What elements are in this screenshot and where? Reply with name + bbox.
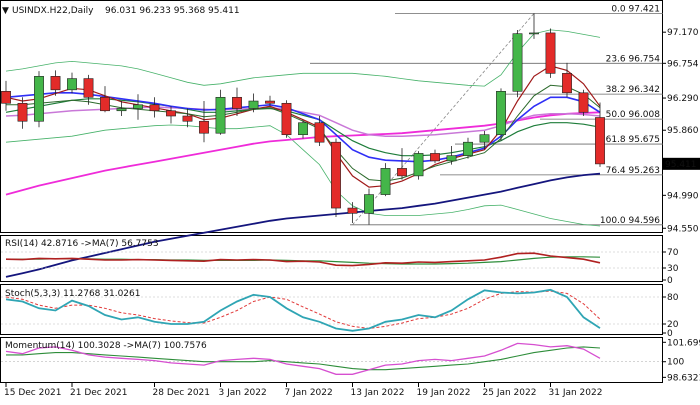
stoch-tick-label: 80	[667, 293, 679, 303]
x-tick-label: 25 Jan 2022	[483, 388, 537, 398]
main-title-symbol: USINDX.H22,Daily	[12, 6, 94, 16]
rsi-tick-label: 70	[667, 248, 679, 258]
stoch-title: Stoch(5,3,3) 11.2768 31.0261	[5, 289, 140, 299]
chevron-down-icon[interactable]: ▼	[2, 6, 9, 16]
rsi-panel	[0, 235, 663, 282]
candle-body	[314, 122, 325, 143]
candle-body	[446, 155, 457, 162]
candle-body	[34, 76, 44, 122]
x-tick-label: 31 Jan 2022	[549, 388, 603, 398]
candle-body	[232, 96, 242, 109]
price-tick-label: 94.990	[667, 191, 699, 201]
candle-body	[380, 168, 391, 195]
candle-body	[182, 115, 193, 122]
candle-body	[496, 91, 506, 136]
momentum-panel	[0, 337, 663, 383]
stoch-tick-label: 0	[667, 329, 673, 339]
candle-body	[1, 91, 11, 104]
fib-level-label: 76.4 95.263	[606, 166, 660, 176]
rsi-tick-label: 30	[667, 264, 679, 274]
x-tick-label: 19 Jan 2022	[417, 388, 471, 398]
x-tick-label: 3 Jan 2022	[219, 388, 267, 398]
fib-level-label: 50.0 96.008	[606, 110, 661, 120]
price-tick-label: 95.860	[667, 126, 699, 136]
price-tick-label: 94.550	[667, 224, 699, 234]
candle-body	[298, 122, 308, 136]
candle-body	[479, 134, 490, 143]
candle-body	[463, 141, 473, 156]
candle-body	[562, 73, 572, 94]
main-title-ohlc: 96.031 96.233 95.368 95.411	[105, 6, 240, 16]
candle-body	[215, 96, 226, 134]
band-lower-line	[5, 124, 601, 227]
candle-body	[17, 102, 28, 122]
candle-body	[397, 168, 407, 177]
stoch-tick-label: 20	[667, 320, 679, 330]
stoch-plot	[1, 288, 662, 332]
candle-body	[331, 141, 341, 209]
candle-body	[83, 78, 94, 98]
last-price-badge	[663, 157, 700, 170]
candle-body	[166, 110, 176, 117]
candle-body	[595, 117, 605, 165]
x-tick-label: 13 Jan 2022	[351, 388, 405, 398]
price-tick-label: 96.290	[667, 94, 699, 104]
main-plot: 0.0 97.421 23.6 96.754 38.2 96.342 50.0 96.…	[1, 4, 663, 278]
candle-body	[364, 194, 374, 214]
candle-body	[545, 32, 556, 74]
x-tick-label: 7 Jan 2022	[285, 388, 333, 398]
candle-body	[265, 100, 275, 104]
candle-body	[149, 104, 160, 112]
fib-level-label: 100.0 94.596	[600, 216, 660, 226]
axes: 97.170 96.754 96.290 95.860 94.990 94.550 95.4…	[4, 28, 700, 398]
fib-level-label: 61.8 95.675	[606, 135, 660, 145]
candle-body	[578, 92, 589, 113]
candle-body	[281, 102, 292, 136]
momentum-title: Momentum(14) 100.3028 ->MA(7) 100.7576	[5, 341, 207, 351]
x-tick-label: 15 Dec 2021	[4, 388, 62, 398]
momentum-tick-label: 100	[667, 358, 684, 368]
rsi-line	[5, 252, 601, 267]
candle-body	[347, 207, 358, 214]
candle-body	[529, 32, 539, 35]
dark-blue-ma-line	[5, 172, 601, 278]
candle-body	[100, 96, 110, 112]
price-tick-label: 97.170	[667, 28, 699, 38]
rsi-title: RSI(14) 42.8716 ->MA(7) 56.7753	[5, 239, 159, 249]
candle-body	[512, 33, 523, 92]
momentum-line	[5, 342, 601, 375]
fib-level-label: 0.0 97.421	[611, 4, 660, 14]
candle-body	[413, 153, 424, 177]
price-tick-label: 96.754	[667, 59, 699, 69]
x-tick-label: 28 Dec 2021	[153, 388, 211, 398]
fib-level-label: 23.6 96.754	[606, 54, 661, 64]
candle-body	[67, 78, 77, 91]
rsi-tick-label: 0	[667, 276, 673, 286]
band-upper-line	[5, 29, 601, 87]
rsi-plot	[1, 251, 662, 269]
last-price-label: 95.411	[665, 160, 697, 170]
candle-body	[50, 76, 61, 91]
candle-body	[133, 104, 143, 109]
stoch-main-line	[5, 288, 601, 332]
momentum-plot	[1, 342, 662, 375]
candle-body	[199, 120, 209, 134]
candle-body	[430, 153, 440, 162]
candle-body	[248, 100, 259, 109]
momentum-tick-label: 101.699	[667, 338, 700, 348]
x-tick-label: 21 Dec 2021	[70, 388, 128, 398]
candle-body	[116, 108, 127, 112]
momentum-ma-line	[6, 346, 601, 371]
fib-level-label: 38.2 96.342	[606, 85, 660, 95]
